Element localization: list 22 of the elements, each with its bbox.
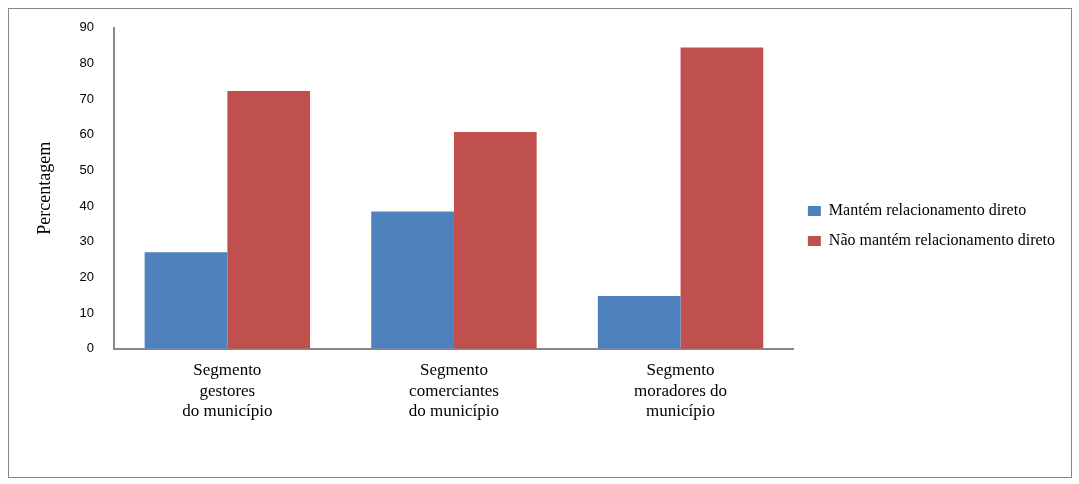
legend-label: Mantém relacionamento direto bbox=[828, 201, 1027, 219]
y-tick-label: 0 bbox=[86, 340, 95, 356]
bar bbox=[453, 131, 537, 349]
y-tick-label: 80 bbox=[79, 55, 95, 71]
legend-label: Não mantém relacionamento direto bbox=[828, 231, 1056, 249]
bar bbox=[680, 47, 764, 349]
y-tick-label: 30 bbox=[79, 233, 95, 249]
bar bbox=[597, 296, 681, 349]
bar bbox=[227, 90, 311, 349]
y-tick-label: 90 bbox=[79, 19, 95, 35]
y-tick-label: 60 bbox=[79, 126, 95, 142]
y-tick-label: 70 bbox=[79, 90, 95, 106]
x-tick-label: Segmento moradores do município bbox=[634, 360, 728, 421]
y-tick-label: 20 bbox=[79, 269, 95, 285]
bar bbox=[371, 211, 454, 349]
y-tick-label: 50 bbox=[79, 162, 95, 178]
y-axis-title: Percentagem bbox=[33, 141, 54, 235]
bar bbox=[144, 252, 228, 349]
y-tick-label: 10 bbox=[79, 304, 95, 320]
x-tick-label: Segmento gestores do município bbox=[182, 360, 273, 421]
x-tick-label: Segmento comerciantes do município bbox=[408, 360, 500, 421]
y-tick-label: 40 bbox=[79, 197, 95, 213]
